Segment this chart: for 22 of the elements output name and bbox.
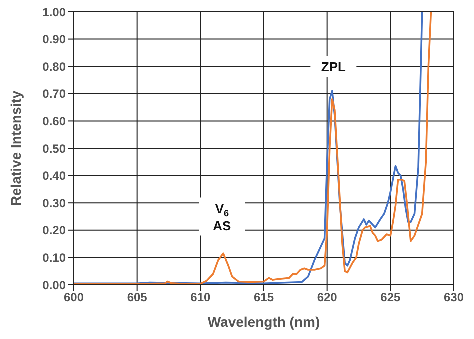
x-tick-label: 630 [444, 290, 464, 305]
y-tick-label: 0.00 [42, 278, 66, 292]
y-tick-label: 0.10 [42, 250, 66, 265]
x-tick-label: 620 [317, 290, 338, 305]
y-tick-label: 0.30 [42, 196, 66, 210]
y-tick-label: 0.80 [42, 60, 66, 74]
x-tick-label: 625 [380, 290, 401, 305]
y-tick-label: 0.40 [42, 169, 66, 184]
y-tick-label: 0.90 [42, 32, 66, 47]
y-tick-label: 0.20 [42, 224, 66, 238]
y-tick-label: 0.60 [42, 114, 66, 128]
x-tick-label: 605 [127, 290, 148, 305]
x-axis-title: Wavelength (nm) [208, 314, 320, 330]
y-tick-label: 0.50 [42, 142, 66, 156]
y-tick-label: 1.00 [42, 5, 66, 20]
y-axis-title: Relative Intensity [8, 90, 24, 206]
x-tick-label: 615 [254, 290, 274, 305]
x-tick-label: 610 [190, 290, 211, 305]
x-tick-label: 600 [64, 290, 84, 305]
annotation: V$_{6}$ AS [213, 200, 232, 233]
y-tick-label: 0.70 [42, 87, 66, 102]
annotation: ZPL [321, 59, 346, 74]
